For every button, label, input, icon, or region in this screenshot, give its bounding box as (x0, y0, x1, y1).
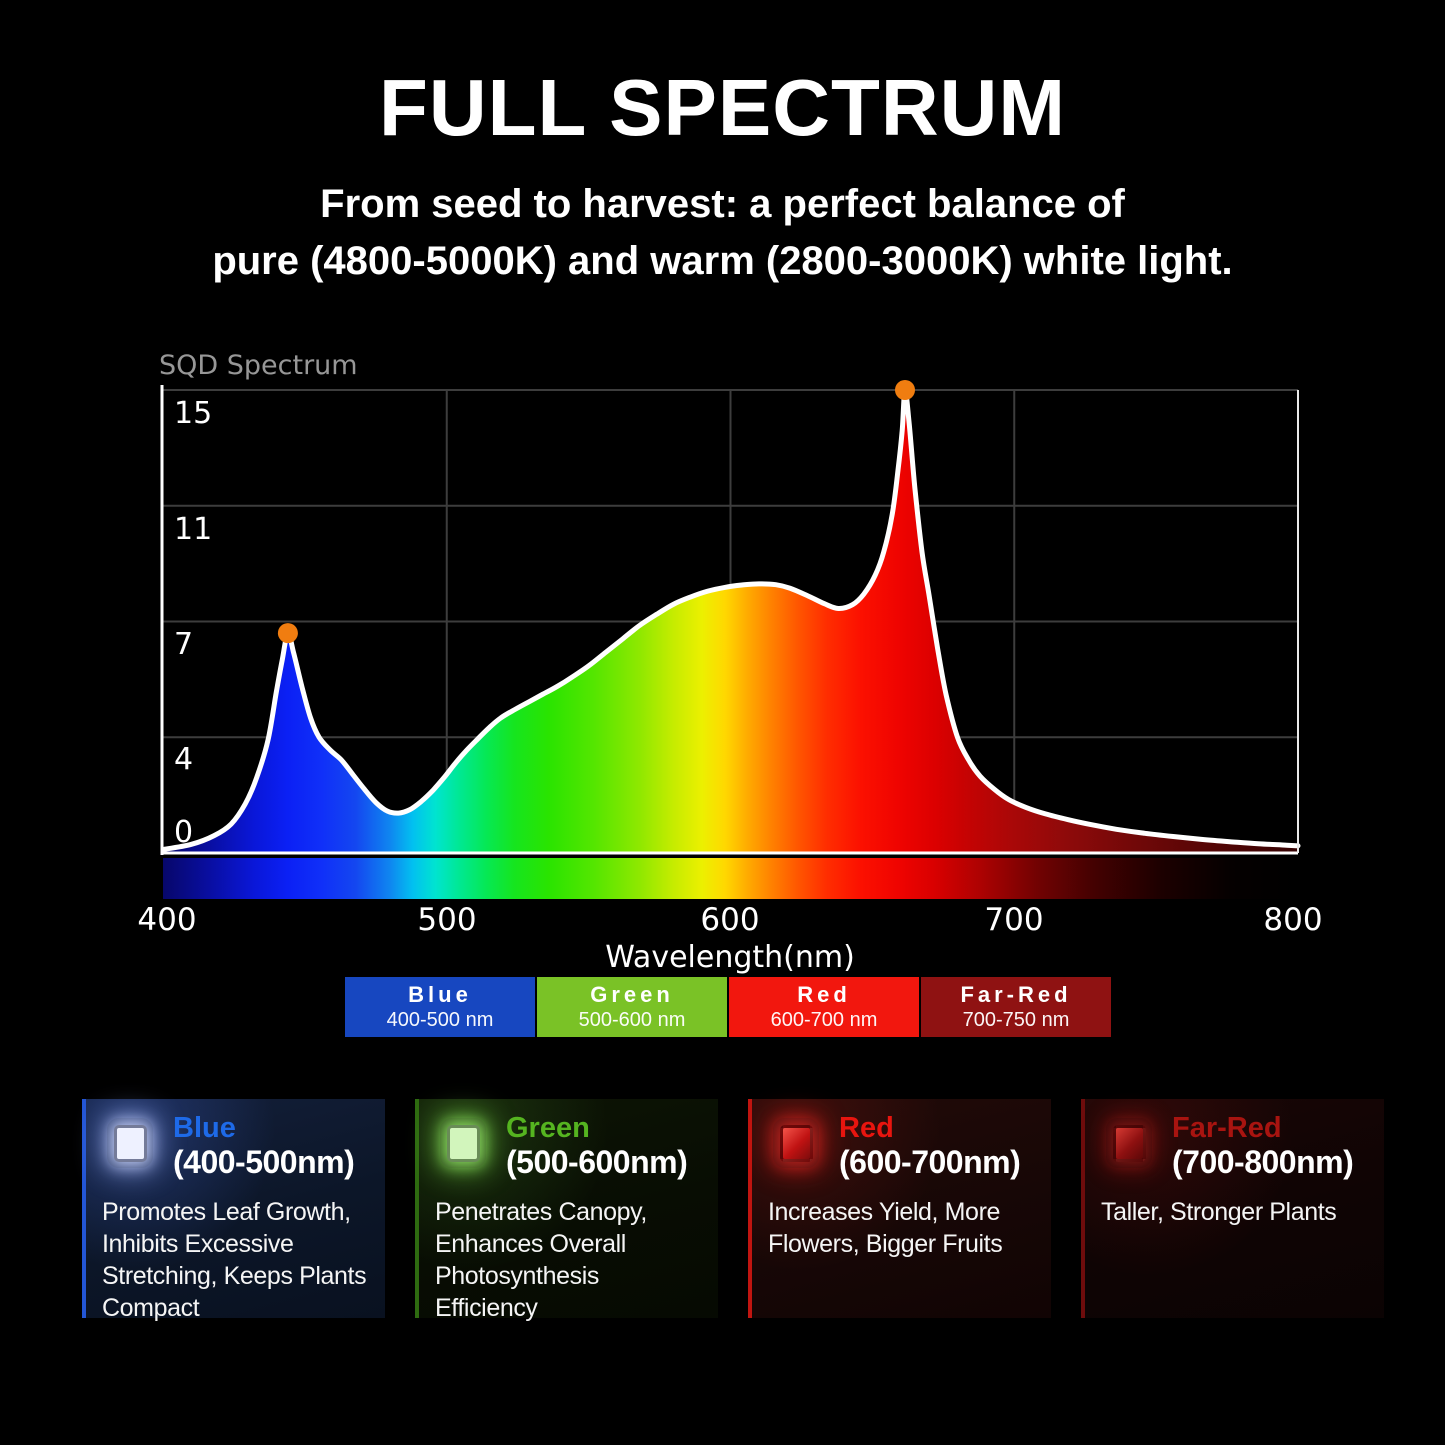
page-title: FULL SPECTRUM (378, 63, 1067, 152)
card-range: (600-700nm) (839, 1144, 1021, 1180)
legend-label: Far-Red (960, 982, 1072, 1007)
card-description: Taller, Stronger Plants (1101, 1198, 1337, 1226)
subtitle-line-1: From seed to harvest: a perfect balance … (320, 182, 1125, 226)
page-subtitle: From seed to harvest: a perfect balance … (0, 176, 1445, 290)
chart-title: SQD Spectrum (159, 350, 358, 381)
blue-peak-marker (277, 623, 298, 644)
chart-axes (160, 385, 1299, 855)
spectrum-curve (160, 387, 1301, 852)
led-core (113, 1124, 147, 1162)
led-core (446, 1124, 480, 1162)
y-tick-11: 11 (174, 512, 213, 547)
card-title: Red (839, 1112, 894, 1144)
card-green: Green (500-600nm) Penetrates Canopy, Enh… (415, 1099, 718, 1322)
legend-range: 500-600 nm (578, 1009, 686, 1031)
green-led-icon (440, 1118, 486, 1168)
card-header: Far-Red (700-800nm) (1101, 1113, 1372, 1180)
card-header: Blue (400-500nm) (102, 1113, 373, 1180)
legend-item-blue: Blue 400-500 nm (345, 977, 535, 1037)
legend-label: Red (797, 982, 851, 1007)
card-title: Green (506, 1112, 590, 1144)
red-peak-marker (895, 380, 915, 400)
y-tick-4: 4 (174, 742, 194, 777)
card-red: Red (600-700nm) Increases Yield, More Fl… (748, 1099, 1051, 1318)
legend-label: Green (590, 982, 674, 1007)
blue-led-icon (107, 1118, 153, 1168)
card-header: Green (500-600nm) (435, 1113, 706, 1180)
y-tick-0: 0 (174, 815, 194, 850)
x-axis-label: Wavelength(nm) (605, 940, 855, 975)
y-tick-15: 15 (174, 396, 213, 431)
farred-led-icon (1106, 1118, 1152, 1168)
spectrum-area (163, 389, 1298, 853)
legend-item-farred: Far-Red 700-750 nm (921, 977, 1111, 1037)
card-title: Far-Red (1172, 1112, 1282, 1144)
card-title: Blue (173, 1112, 236, 1144)
legend-range: 700-750 nm (962, 1009, 1070, 1031)
red-led-icon (773, 1118, 819, 1168)
wavelength-rainbow-bar (163, 858, 1298, 899)
card-range: (700-800nm) (1172, 1144, 1354, 1180)
card-description: Increases Yield, More Flowers, Bigger Fr… (768, 1198, 1003, 1258)
card-range: (400-500nm) (173, 1144, 355, 1180)
legend-label: Blue (408, 982, 472, 1007)
x-tick-500: 500 (417, 902, 477, 938)
x-tick-800: 800 (1263, 902, 1323, 938)
subtitle-line-2: pure (4800-5000K) and warm (2800-3000K) … (212, 239, 1233, 283)
legend-range: 600-700 nm (770, 1009, 878, 1031)
card-description: Penetrates Canopy, Enhances Overall Phot… (435, 1198, 647, 1322)
x-tick-400: 400 (137, 902, 197, 938)
y-tick-7: 7 (174, 627, 194, 662)
legend-item-red: Red 600-700 nm (729, 977, 919, 1037)
card-range: (500-600nm) (506, 1144, 688, 1180)
x-tick-600: 600 (700, 902, 760, 938)
x-tick-700: 700 (984, 902, 1044, 938)
card-farred: Far-Red (700-800nm) Taller, Stronger Pla… (1081, 1099, 1384, 1318)
legend-item-green: Green 500-600 nm (537, 977, 727, 1037)
legend-range: 400-500 nm (386, 1009, 494, 1031)
led-core (1112, 1124, 1146, 1162)
card-description: Promotes Leaf Growth, Inhibits Excessive… (102, 1198, 367, 1322)
card-blue: Blue (400-500nm) Promotes Leaf Growth, I… (82, 1099, 385, 1322)
card-header: Red (600-700nm) (768, 1113, 1039, 1180)
led-core (779, 1124, 813, 1162)
spectrum-legend: Blue 400-500 nm Green 500-600 nm Red 600… (345, 977, 1111, 1037)
